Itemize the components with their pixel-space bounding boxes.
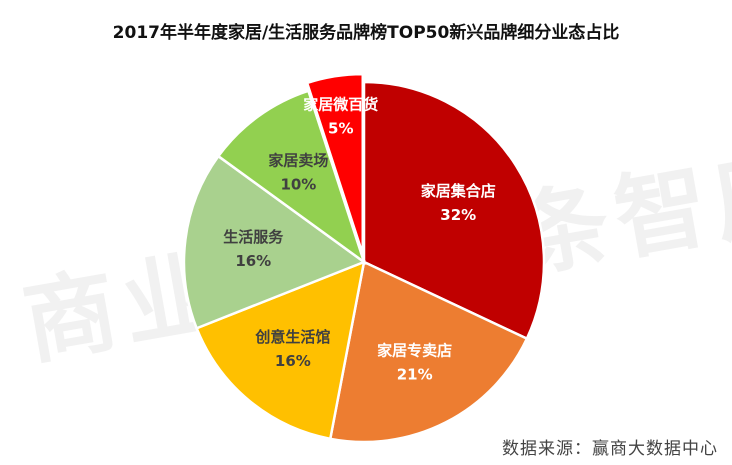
pie-slice (362, 80, 546, 341)
pie-slice (216, 89, 367, 266)
pie-slice (328, 260, 529, 444)
slice-value-label: 16% (235, 252, 271, 270)
pie-slices (182, 72, 546, 444)
pie-slice (305, 72, 364, 255)
slice-label: 家居集合店 (421, 182, 496, 200)
slice-value-label: 21% (397, 365, 433, 383)
slice-label: 家居专卖店 (377, 341, 452, 359)
slice-label: 创意生活馆 (254, 328, 330, 346)
slice-value-label: 5% (328, 119, 353, 137)
slice-label: 家居微百货 (303, 95, 378, 113)
pie-labels: 家居集合店 32% 家居专卖店 21% 创意生活馆 16% 生活服务 16% 家居卖场 10% 家居… (223, 95, 495, 383)
pie-slice (182, 154, 367, 330)
data-source: 数据来源：赢商大数据中心 (502, 439, 718, 459)
slice-label: 家居卖场 (268, 152, 328, 170)
pie-slice (195, 260, 366, 441)
slice-value-label: 16% (275, 352, 311, 370)
slice-value-label: 10% (280, 176, 316, 194)
slice-label: 生活服务 (223, 228, 284, 246)
slice-value-label: 32% (440, 206, 476, 224)
chart-title: 2017年半年度家居/生活服务品牌榜TOP50新兴品牌细分业态占比 (112, 23, 620, 43)
